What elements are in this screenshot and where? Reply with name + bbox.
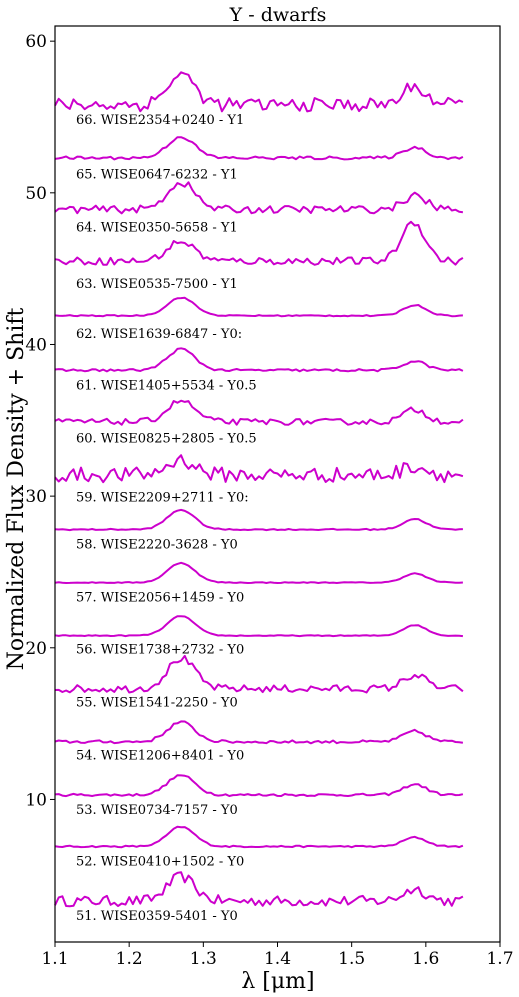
y-tick-label-4: 50 bbox=[25, 184, 47, 204]
spectrum-label-57: 57. WISE2056+1459 - Y0 bbox=[76, 591, 244, 606]
spectrum-label-62: 62. WISE1639-6847 - Y0: bbox=[76, 327, 242, 342]
spectrum-line-57 bbox=[54, 561, 463, 584]
spectrum-label-52: 52. WISE0410+1502 - Y0 bbox=[76, 855, 244, 870]
x-tick-label-6: 1.7 bbox=[486, 949, 513, 969]
spectrum-label-58: 58. WISE2220-3628 - Y0 bbox=[76, 538, 238, 553]
y-axis-label: Normalized Flux Density + Shift bbox=[4, 307, 29, 670]
spectrum-label-65: 65. WISE0647-6232 - Y1 bbox=[76, 168, 238, 183]
plot-area: 51. WISE0359-5401 - Y0 52. WISE0410+1502 … bbox=[54, 71, 464, 924]
y-tick-label-0: 10 bbox=[25, 790, 47, 810]
spectrum-label-59: 59. WISE2209+2711 - Y0: bbox=[76, 491, 249, 506]
y-tick-label-2: 30 bbox=[25, 487, 47, 507]
x-tick-label-2: 1.3 bbox=[190, 949, 217, 969]
spectrum-line-56 bbox=[54, 615, 464, 638]
spectrum-line-61 bbox=[54, 347, 464, 373]
spectrum-label-61: 61. WISE1405+5534 - Y0.5 bbox=[76, 378, 257, 393]
spectrum-label-56: 56. WISE1738+2732 - Y0 bbox=[76, 642, 244, 657]
spectrum-line-51 bbox=[54, 871, 464, 908]
spectrum-line-55 bbox=[54, 654, 464, 694]
spectrum-label-51: 51. WISE0359-5401 - Y0 bbox=[76, 909, 238, 924]
x-tick-label-4: 1.5 bbox=[338, 949, 365, 969]
x-tick-label-1: 1.2 bbox=[116, 949, 143, 969]
spectrum-line-53 bbox=[54, 774, 464, 798]
x-axis-label: λ [μm] bbox=[241, 969, 314, 994]
x-tick-label-3: 1.4 bbox=[264, 949, 291, 969]
spectrum-label-53: 53. WISE0734-7157 - Y0 bbox=[76, 803, 238, 818]
spectrum-label-55: 55. WISE1541-2250 - Y0 bbox=[76, 695, 238, 710]
axis-ticks: 1.1 1.2 1.3 1.4 1.5 1.6 1.7 10 20 30 40 50 60 bbox=[25, 32, 513, 969]
chart-title: Y - dwarfs bbox=[229, 4, 327, 26]
spectrum-line-62 bbox=[54, 296, 463, 318]
x-tick-label-5: 1.6 bbox=[412, 949, 439, 969]
spectrum-line-66 bbox=[54, 71, 464, 113]
spectrum-line-52 bbox=[54, 825, 464, 849]
spectrum-line-54 bbox=[54, 720, 464, 745]
spectrum-line-65 bbox=[54, 136, 464, 161]
spectrum-label-60: 60. WISE0825+2805 - Y0.5 bbox=[76, 432, 257, 447]
spectrum-line-60 bbox=[54, 399, 464, 426]
spectrum-label-66: 66. WISE2354+0240 - Y1 bbox=[76, 113, 244, 128]
y-tick-label-1: 20 bbox=[25, 639, 47, 659]
spectrum-label-64: 64. WISE0350-5658 - Y1 bbox=[76, 221, 238, 236]
spectrum-line-64 bbox=[54, 181, 464, 215]
spectrum-line-58 bbox=[54, 508, 463, 532]
spectrum-label-54: 54. WISE1206+8401 - Y0 bbox=[76, 748, 244, 763]
spectrum-label-63: 63. WISE0535-7500 - Y1 bbox=[76, 277, 238, 292]
spectrum-line-63 bbox=[54, 220, 464, 266]
spectrum-line-59 bbox=[54, 454, 464, 484]
y-tick-label-5: 60 bbox=[25, 32, 47, 52]
y-tick-label-3: 40 bbox=[25, 335, 47, 355]
x-tick-label-0: 1.1 bbox=[41, 949, 68, 969]
